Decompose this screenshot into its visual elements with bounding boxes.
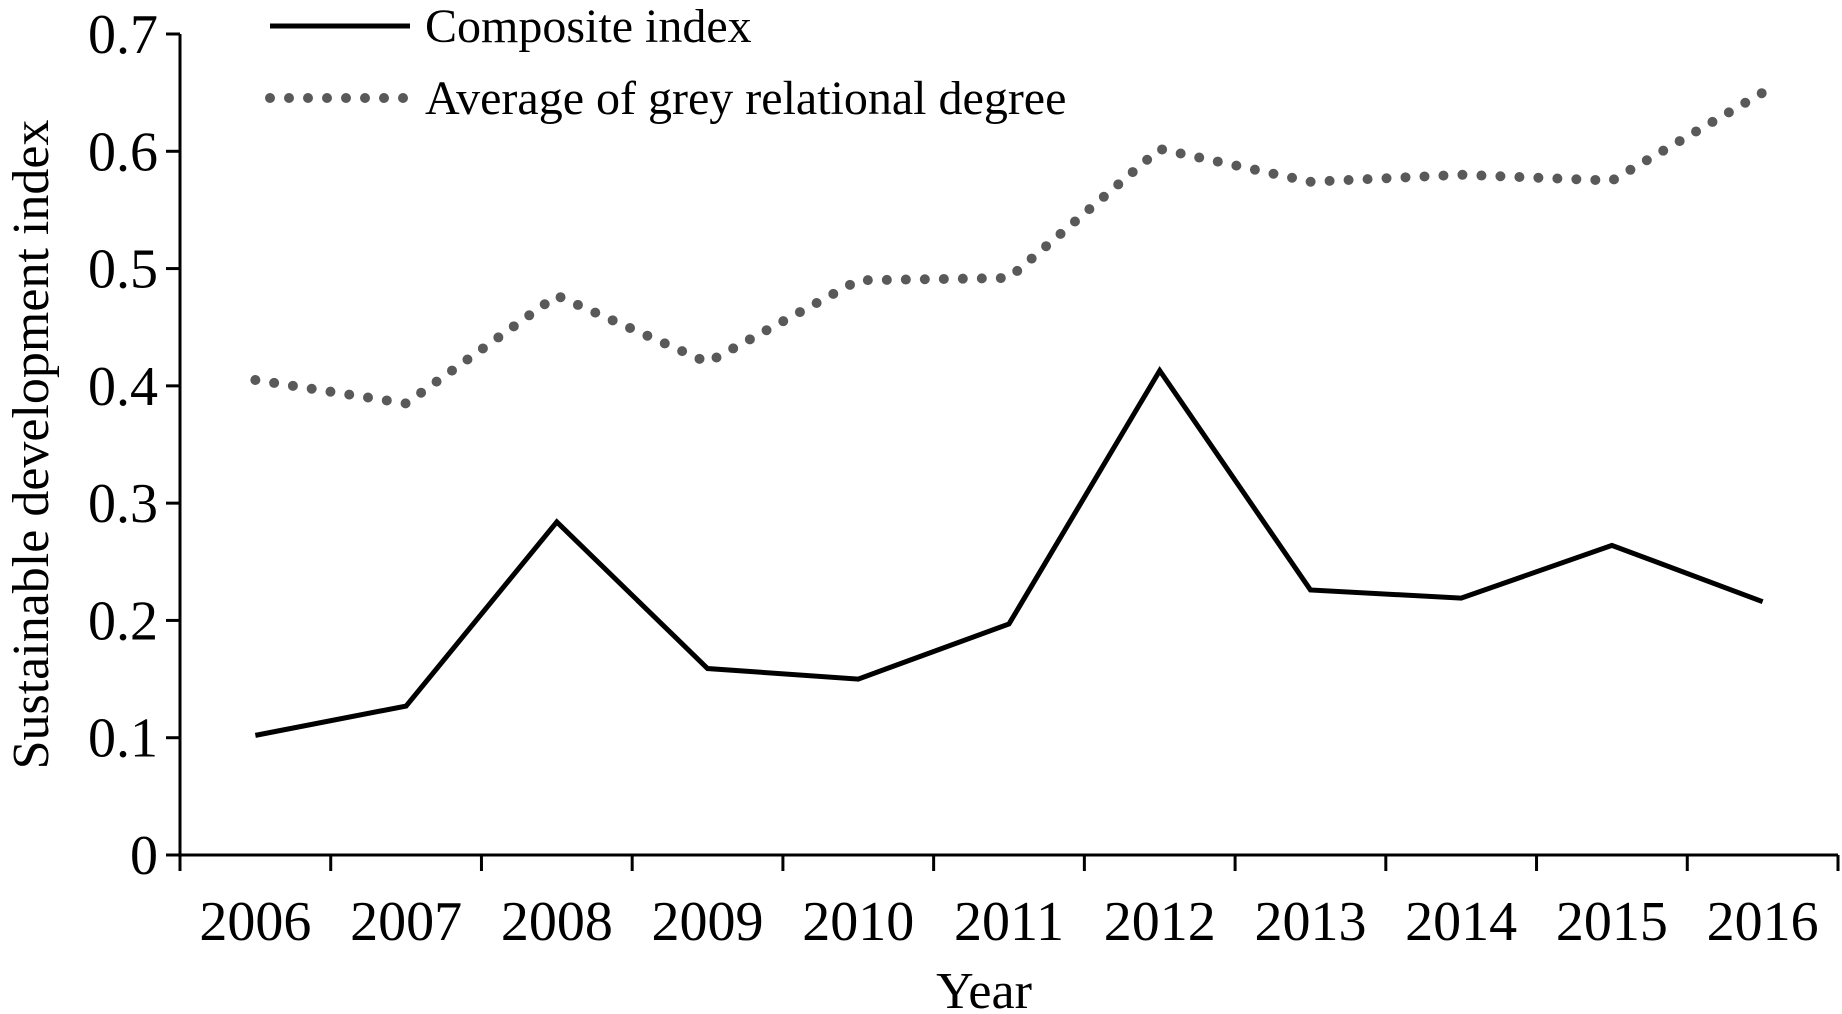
- legend-label-1: Composite index: [425, 0, 752, 53]
- data-point: [1008, 277, 1010, 279]
- data-point: [1309, 589, 1311, 591]
- data-point: [405, 705, 407, 707]
- data-point: [1460, 597, 1462, 599]
- x-axis-title: Year: [936, 963, 1032, 1014]
- data-point: [707, 668, 709, 670]
- data-point: [1460, 174, 1462, 176]
- data-point: [1309, 181, 1311, 183]
- data-point: [1611, 544, 1613, 546]
- data-point: [1008, 623, 1010, 625]
- y-tick-label: 0.2: [88, 590, 158, 652]
- data-point: [254, 379, 256, 381]
- legend-label-2: Average of grey relational degree: [425, 72, 1066, 125]
- series-line-1: [254, 365, 1764, 738]
- x-tick-label: 2013: [1254, 891, 1366, 953]
- data-point: [707, 361, 709, 363]
- x-tick-label: 2009: [652, 891, 764, 953]
- y-tick-label: 0.5: [88, 239, 158, 301]
- data-point: [556, 521, 558, 523]
- x-tick-label: 2016: [1707, 891, 1819, 953]
- y-tick-label: 0.3: [88, 473, 158, 535]
- y-axis-title: Sustainable development index: [3, 120, 60, 770]
- y-tick-label: 0.7: [88, 4, 158, 66]
- data-point: [1762, 92, 1764, 94]
- x-tick-label: 2007: [350, 891, 462, 953]
- x-tick-label: 2014: [1405, 891, 1517, 953]
- x-tick-label: 2015: [1556, 891, 1668, 953]
- y-tick-label: 0: [130, 825, 158, 887]
- x-tick-label: 2006: [199, 891, 311, 953]
- x-tick-label: 2008: [501, 891, 613, 953]
- data-point: [857, 279, 859, 281]
- data-point: [1611, 180, 1613, 182]
- data-point: [556, 295, 558, 297]
- x-tick-label: 2011: [954, 891, 1064, 953]
- y-tick-label: 0.6: [88, 121, 158, 183]
- series-line-2: [250, 87, 1768, 409]
- x-tick-label: 2012: [1104, 891, 1216, 953]
- data-point: [1762, 601, 1764, 603]
- data-point: [1159, 370, 1161, 372]
- data-point: [857, 678, 859, 680]
- data-point: [254, 734, 256, 736]
- data-point: [405, 402, 407, 404]
- x-tick-label: 2010: [802, 891, 914, 953]
- y-tick-label: 0.1: [88, 708, 158, 770]
- data-point: [1159, 148, 1161, 150]
- y-tick-label: 0.4: [88, 356, 158, 418]
